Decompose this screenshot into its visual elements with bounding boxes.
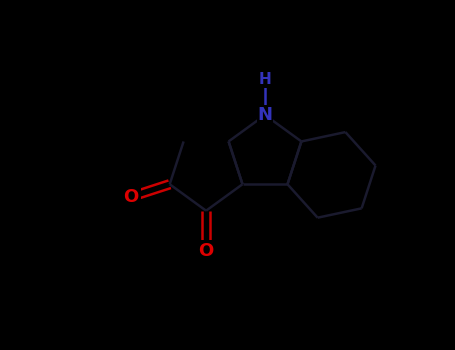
Text: H: H	[258, 72, 271, 87]
Text: O: O	[198, 242, 214, 260]
Text: N: N	[258, 106, 273, 124]
Text: O: O	[124, 188, 139, 206]
